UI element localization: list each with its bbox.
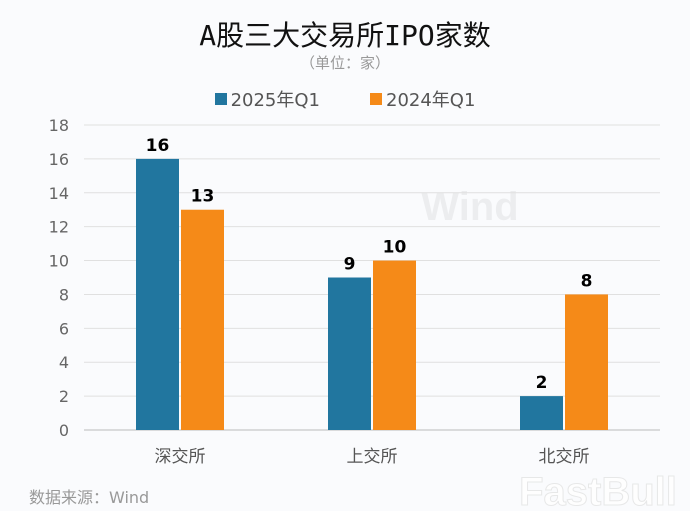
y-tick-label: 2 xyxy=(59,387,69,406)
y-tick-label: 10 xyxy=(49,252,69,271)
bar xyxy=(565,294,608,430)
x-tick-label: 北交所 xyxy=(539,447,590,467)
legend-item-2025: 2025年Q1 xyxy=(214,86,320,112)
y-tick-label: 0 xyxy=(59,421,69,440)
bar xyxy=(181,209,224,430)
y-tick-label: 18 xyxy=(49,116,69,135)
y-tick-label: 4 xyxy=(59,353,69,372)
chart-subtitle: （单位：家） xyxy=(299,54,390,72)
watermark-fastbull: FastBull xyxy=(519,470,677,511)
data-label: 8 xyxy=(581,271,593,291)
y-tick-label: 8 xyxy=(59,285,69,304)
bar xyxy=(328,277,371,430)
x-tick-label: 上交所 xyxy=(347,447,398,467)
y-tick-label: 14 xyxy=(49,184,69,203)
y-tick-label: 16 xyxy=(49,150,69,169)
data-label: 13 xyxy=(191,187,215,207)
chart-title: A股三大交易所IPO家数 xyxy=(199,19,491,52)
bar xyxy=(520,396,563,430)
legend-label: 2025年Q1 xyxy=(230,90,320,111)
legend-item-2024: 2024年Q1 xyxy=(370,86,475,112)
source-note: 数据来源：Wind xyxy=(29,488,150,507)
y-tick-label: 12 xyxy=(49,218,69,237)
data-label: 16 xyxy=(146,136,170,156)
data-label: 2 xyxy=(536,373,548,393)
watermark-wind: Wind xyxy=(421,185,518,229)
data-label: 9 xyxy=(344,255,356,275)
bar xyxy=(373,260,416,430)
bar xyxy=(136,158,179,430)
data-label: 10 xyxy=(383,238,407,258)
y-tick-label: 6 xyxy=(59,319,69,338)
x-tick-label: 深交所 xyxy=(155,447,206,467)
legend-swatch xyxy=(370,93,382,105)
legend-label: 2024年Q1 xyxy=(386,90,476,111)
legend: 2025年Q1 2024年Q1 xyxy=(0,86,690,112)
legend-swatch xyxy=(214,93,227,105)
